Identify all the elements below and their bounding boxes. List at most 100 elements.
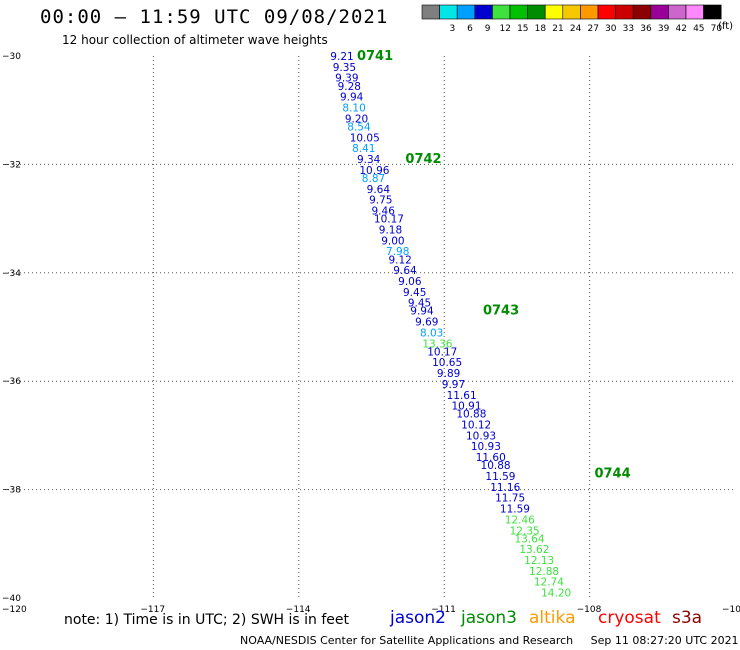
axis-ticks: −40 −38 −36 −34 −32 −30 −120 −117 −114 −111 −108 −1…: [2, 52, 740, 615]
x-tick-label: −117: [140, 605, 165, 615]
footer-credit: NOAA/NESDIS Center for Satellite Applica…: [240, 634, 739, 647]
color-scale-label: 27: [587, 24, 598, 34]
x-tick-label: −111: [431, 605, 456, 615]
swh-data-label: 9.94: [340, 92, 364, 104]
swh-data-label: 9.12: [388, 254, 411, 266]
swh-data-label: 9.20: [345, 113, 368, 125]
swh-data-label: 13.36: [422, 338, 452, 350]
color-scale-swatch: [439, 4, 458, 20]
color-scale-swatch: [703, 4, 722, 20]
footer-note: note: 1) Time is in UTC; 2) SWH is in fe…: [64, 612, 350, 628]
page-title: 00:00 – 11:59 UTC 09/08/2021: [40, 6, 389, 28]
swh-data-label: 12.88: [529, 566, 559, 578]
swh-data-label: 9.64: [367, 184, 391, 196]
color-scale-label: 33: [623, 24, 634, 34]
time-label: 0744: [594, 466, 630, 481]
chart-subtitle: 12 hour collection of altimeter wave hei…: [62, 33, 328, 47]
swh-data-label: 8.03: [420, 327, 443, 339]
swh-data-label: 8.41: [352, 143, 375, 155]
swh-data-label: 11.59: [500, 504, 530, 516]
y-tick-label: −36: [2, 377, 21, 387]
swh-data-label: 9.06: [398, 276, 422, 288]
x-tick-label: −10: [722, 605, 740, 615]
color-scale-label: 45: [693, 24, 704, 34]
y-tick-label: −40: [2, 594, 21, 604]
swh-data-label: 11.60: [476, 452, 506, 464]
color-scale-label: 9: [485, 24, 491, 34]
color-scale-swatch: [650, 4, 669, 20]
generated-timestamp: Sep 11 08:27:20 UTC 2021: [590, 634, 739, 647]
swh-data-label: 12.46: [505, 514, 535, 526]
color-scale-label: 3: [450, 24, 456, 34]
color-scale-swatch: [544, 4, 564, 20]
color-scale-label: 36: [640, 24, 652, 34]
swh-data-label: 9.94: [410, 306, 434, 318]
color-scale-swatch: [615, 4, 634, 20]
swh-data-label: 13.62: [519, 544, 549, 556]
swh-data-label: 11.61: [447, 390, 477, 402]
swh-data-label: 10.65: [432, 357, 462, 369]
swh-data-label: 9.18: [379, 224, 402, 236]
swh-data-label: 9.64: [393, 265, 417, 277]
time-label: 0741: [357, 49, 393, 64]
color-scale-label: 39: [658, 24, 670, 34]
swh-data-label: 10.88: [456, 409, 486, 421]
legend-jason3: jason3: [461, 608, 517, 628]
swh-data-label: 8.10: [342, 102, 365, 114]
color-scale-swatch: [668, 4, 687, 20]
swh-data-label: 10.93: [471, 441, 501, 453]
color-scale-label: 6: [467, 24, 473, 34]
swh-data-label: 9.89: [437, 368, 460, 380]
swh-data-label: 9.75: [369, 195, 392, 207]
y-tick-label: −34: [2, 269, 21, 279]
x-tick-label: −108: [577, 605, 602, 615]
color-scale-label: 15: [517, 24, 528, 34]
color-scale-swatch: [456, 4, 476, 20]
swh-data-label: 9.97: [442, 379, 465, 391]
swh-data-label: 10.17: [427, 346, 457, 358]
swh-data-label: 10.88: [481, 460, 511, 472]
swh-data-label: 14.20: [541, 588, 571, 600]
swh-data-label: 9.39: [335, 73, 358, 85]
swh-data-label: 9.00: [381, 235, 404, 247]
swh-data-label: 10.96: [359, 165, 389, 177]
color-scale-swatch: [421, 4, 440, 20]
swh-data-label: 11.16: [490, 482, 520, 494]
color-scale-swatch: [492, 4, 511, 20]
swh-data-label: 8.87: [362, 173, 385, 185]
y-tick-label: −32: [2, 160, 21, 170]
color-scale-label: 18: [535, 24, 547, 34]
color-scale-swatch: [562, 4, 581, 20]
y-tick-label: −30: [2, 52, 21, 62]
color-scale: 3 6 9 12 15 18 21 24 27 30 33 36 39 42 45 70: [421, 4, 723, 34]
time-label: 0742: [405, 152, 441, 167]
color-scale-swatch: [474, 4, 493, 20]
color-scale-swatch: [597, 4, 616, 20]
swh-data-label: 10.91: [451, 401, 481, 413]
color-scale-swatch: [632, 4, 652, 20]
swh-data-label: 9.35: [333, 62, 356, 74]
swh-data-label: 13.64: [514, 533, 544, 545]
y-tick-label: −38: [2, 486, 21, 496]
color-scale-swatch: [509, 4, 528, 20]
color-scale-label: 30: [605, 24, 617, 34]
swh-data-label: 11.59: [485, 471, 515, 483]
color-scale-label: 70: [711, 24, 723, 34]
swh-data-label: 9.46: [372, 205, 396, 217]
swh-data-label: 9.45: [408, 298, 431, 310]
swh-data-label: 9.45: [403, 287, 426, 299]
swh-data-label: 9.34: [357, 154, 381, 166]
swh-data-label: 12.35: [510, 525, 540, 537]
swh-data-label: 10.05: [350, 132, 380, 144]
color-scale-label: 12: [499, 24, 510, 34]
time-label: 0743: [483, 304, 519, 319]
swh-data-label: 10.17: [374, 214, 404, 226]
color-scale-swatch: [685, 4, 704, 20]
x-tick-label: −114: [286, 605, 311, 615]
swh-data-label: 12.13: [524, 555, 554, 567]
color-scale-label: 42: [675, 24, 686, 34]
color-scale-unit: (ft): [718, 21, 734, 32]
time-labels: 0741 0742 0743 0744: [357, 49, 631, 481]
legend-s3a: s3a: [672, 608, 703, 628]
